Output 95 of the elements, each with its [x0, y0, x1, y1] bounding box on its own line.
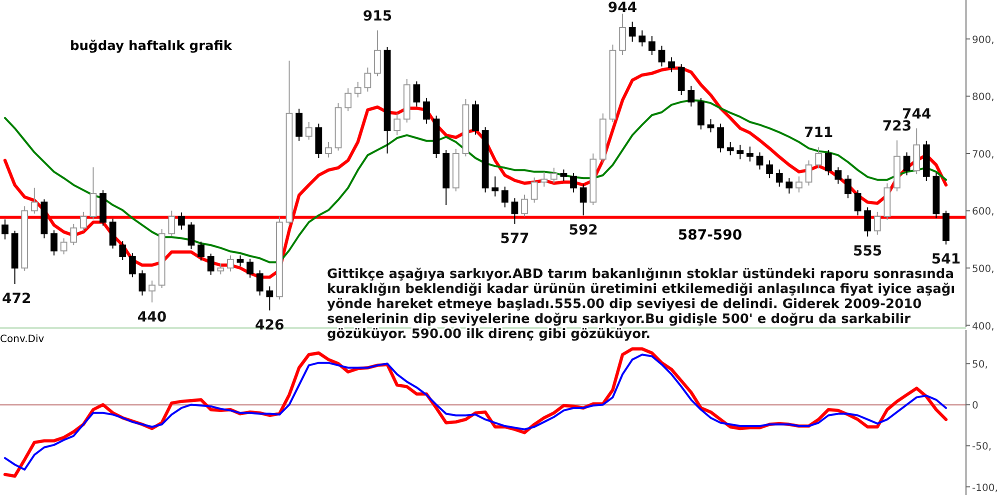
- candlestick: [648, 36, 656, 56]
- candlestick: [874, 211, 881, 236]
- candlestick: [344, 88, 352, 112]
- candlestick: [227, 254, 234, 272]
- candlestick: [511, 198, 518, 224]
- candlestick: [580, 184, 587, 216]
- annotation: 577: [500, 230, 530, 247]
- candlestick: [560, 169, 568, 182]
- candlestick: [834, 166, 842, 184]
- candlestick: [530, 177, 538, 204]
- candlestick: [668, 56, 675, 73]
- candlestick: [776, 169, 783, 188]
- candlestick: [550, 167, 558, 184]
- chart-title: Conv.Div: [0, 334, 44, 345]
- candlestick: [423, 97, 430, 124]
- y-tick-label: 900,: [972, 34, 994, 46]
- candlestick: [521, 194, 528, 217]
- candlestick: [60, 238, 68, 255]
- annotation: 440: [137, 309, 167, 326]
- candlestick: [766, 160, 774, 179]
- candlestick: [256, 270, 264, 296]
- band-label: 587-590: [678, 227, 742, 244]
- candlestick: [786, 178, 793, 194]
- candlestick: [246, 258, 254, 278]
- candlestick: [50, 230, 58, 256]
- candlestick: [266, 286, 274, 311]
- candlestick: [501, 186, 508, 208]
- candlestick: [236, 254, 244, 267]
- candlestick: [198, 241, 204, 262]
- candlestick: [80, 211, 87, 232]
- candlestick: [756, 152, 764, 170]
- annotation: 723: [882, 118, 912, 134]
- candlestick: [736, 144, 744, 160]
- annotation: 711: [804, 125, 834, 142]
- candlestick: [394, 112, 401, 136]
- y-tick-label: 700,: [972, 149, 994, 160]
- candlestick: [903, 152, 910, 176]
- candlestick: [374, 30, 381, 77]
- candlestick: [717, 123, 724, 153]
- candlestick: [119, 240, 126, 260]
- candlestick: [325, 142, 332, 158]
- candlestick: [844, 174, 852, 199]
- candlestick: [628, 21, 636, 42]
- annotation: 541: [931, 252, 961, 268]
- candlestick: [354, 81, 362, 98]
- candlestick: [207, 253, 214, 276]
- candlestick: [864, 206, 872, 238]
- y-tick-label: 800,: [972, 92, 994, 104]
- candlestick: [2, 218, 8, 240]
- candlestick: [726, 142, 734, 156]
- candlestick: [540, 171, 548, 188]
- candlestick: [805, 160, 812, 186]
- annotation: 555: [852, 244, 882, 260]
- y-tick-label: 50,: [972, 360, 988, 371]
- candlestick: [688, 85, 695, 108]
- text: buğday haftalık grafik: [70, 39, 232, 54]
- candlestick: [746, 146, 754, 162]
- annotation: 915: [362, 8, 392, 24]
- candlestick: [109, 218, 116, 250]
- candlestick: [90, 166, 97, 220]
- candlestick: [168, 210, 176, 236]
- candlestick: [148, 280, 156, 303]
- candlestick: [698, 97, 704, 130]
- candlestick: [658, 45, 666, 67]
- candlestick: [413, 80, 420, 108]
- y-tick-label: -50,: [972, 442, 992, 453]
- candlestick: [296, 108, 303, 142]
- candlestick: [570, 172, 577, 193]
- annotation: Gittikçe aşağıya sarkıyor.ABD tarım bakanlığının stoklar üstündeki raporu sonrasında kuraklığın beklendiği kadar ürünün üretimini etkilemediği anlaşılınca fiyat iyice aşağı yönde hareket etmeye başladı.555.00 dip seviyesi de delindi. Giderek 2009-2010 senelerinin dip seviyelerine doğru sarkıyor.Bu gidişle 500' e doğru da sarkabilir gözüküyor. 590.00 ilk direnç gibi gözüküyor.: [327, 267, 956, 342]
- candlestick: [824, 150, 832, 176]
- candlestick: [30, 187, 38, 214]
- candlestick: [638, 30, 646, 47]
- candlestick: [492, 176, 499, 197]
- candlestick: [128, 252, 136, 278]
- candlestick: [854, 190, 862, 216]
- y-tick-label: 600,: [972, 206, 994, 218]
- candlestick: [217, 262, 224, 275]
- annotation: 472: [2, 291, 32, 308]
- annotation: 426: [255, 317, 284, 334]
- annotation: 944: [608, 0, 638, 16]
- y-tick-label: 400,: [972, 321, 994, 332]
- y-tick-label: -100,: [972, 482, 998, 494]
- candlestick: [678, 64, 685, 96]
- candlestick: [619, 13, 626, 56]
- candlestick: [138, 270, 146, 296]
- y-tick-label: 0: [972, 400, 978, 412]
- candlestick: [178, 212, 185, 230]
- candlestick: [796, 176, 802, 193]
- candlestick: [364, 67, 372, 92]
- candlestick: [70, 223, 78, 246]
- candlestick: [305, 121, 312, 140]
- candlestick: [188, 222, 195, 250]
- y-tick-label: 500,: [972, 264, 994, 276]
- candlestick: [815, 146, 822, 169]
- annotation: 592: [568, 222, 598, 238]
